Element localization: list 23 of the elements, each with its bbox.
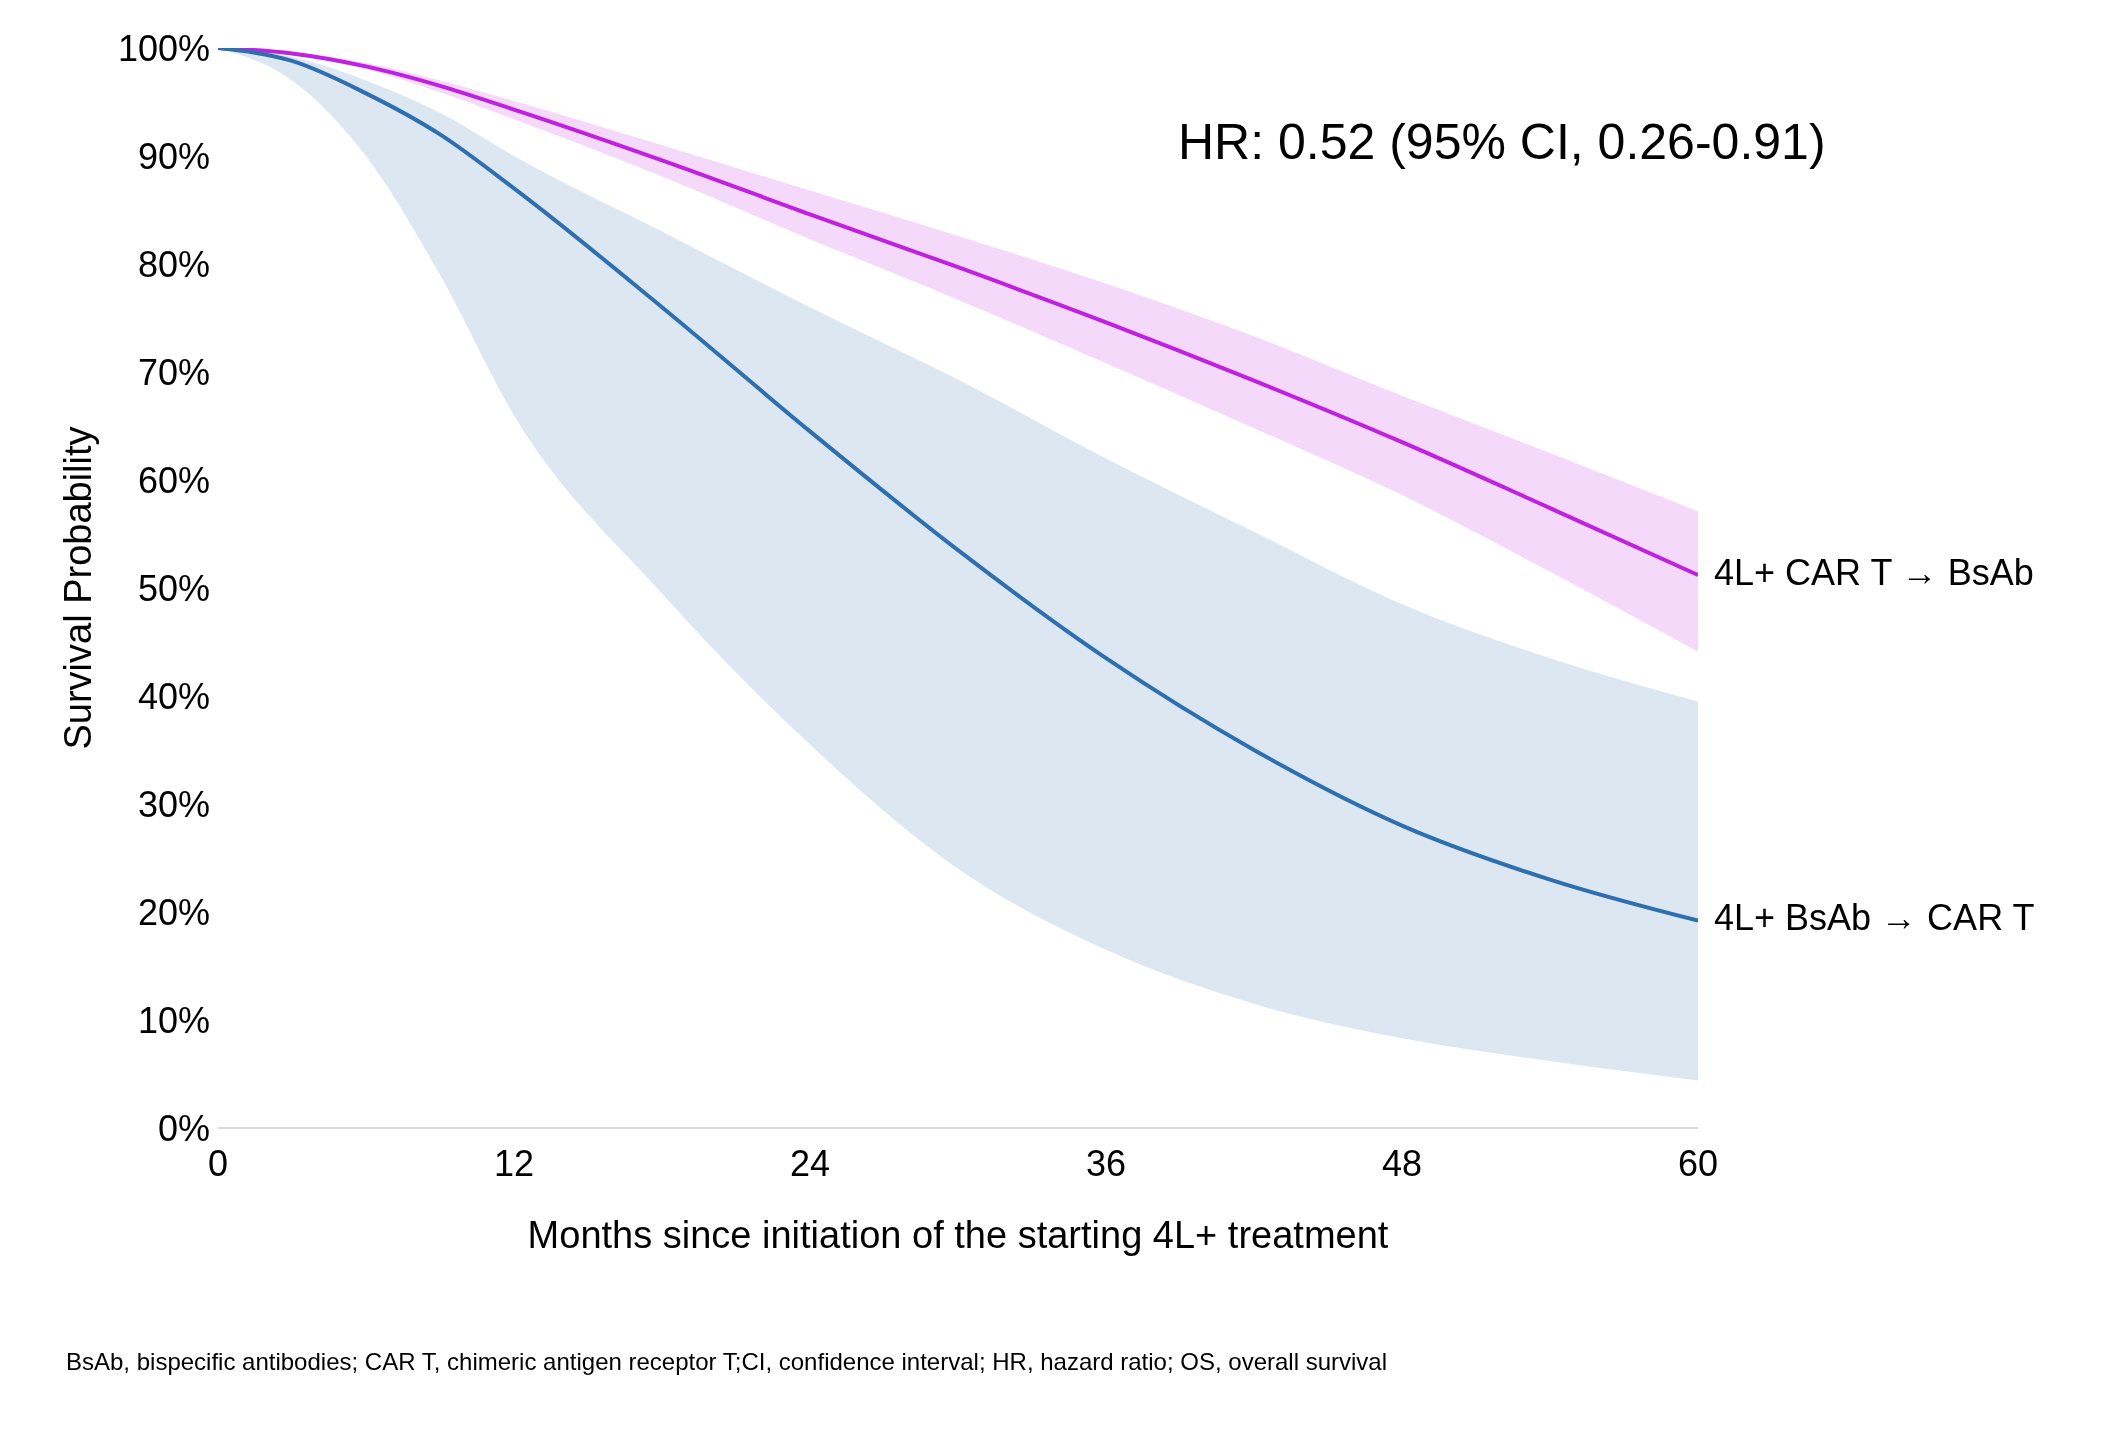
x-tick-label: 24 bbox=[789, 1142, 831, 1184]
y-tick-label: 60% bbox=[137, 459, 210, 501]
y-tick-label: 100% bbox=[117, 27, 210, 69]
series-label: 4L+ BsAb → CAR T bbox=[1714, 897, 2035, 939]
text: BsAb, bispecific antibodies; CAR T, chimeric antigen receptor T;CI, confidence interval; HR, hazard ratio; OS, overall survival bbox=[66, 1348, 1388, 1376]
x-tick-label: 48 bbox=[1381, 1142, 1423, 1184]
x-axis-title: Months since initiation of the starting 4L+ treatment bbox=[527, 1214, 1389, 1256]
y-tick-label: 50% bbox=[137, 567, 210, 609]
y-tick-label: 10% bbox=[137, 999, 210, 1041]
y-tick-label: 70% bbox=[137, 351, 210, 393]
y-tick-label: 0% bbox=[157, 1107, 210, 1149]
y-tick-label: 90% bbox=[137, 135, 210, 177]
y-tick-label: 20% bbox=[137, 891, 210, 933]
x-tick-label: 36 bbox=[1085, 1142, 1127, 1184]
x-tick-label: 0 bbox=[207, 1142, 229, 1184]
series-label: 4L+ CAR T → BsAb bbox=[1714, 551, 2034, 593]
y-axis-title: Survival Probability bbox=[57, 426, 100, 750]
annotation: HR: 0.52 (95% CI, 0.26-0.91) bbox=[1178, 113, 1826, 171]
x-tick-label: 60 bbox=[1677, 1142, 1719, 1184]
y-tick-label: 40% bbox=[137, 675, 210, 717]
x-tick-label: 12 bbox=[493, 1142, 535, 1184]
y-tick-label: 80% bbox=[137, 243, 210, 285]
y-tick-label: 30% bbox=[137, 783, 210, 825]
